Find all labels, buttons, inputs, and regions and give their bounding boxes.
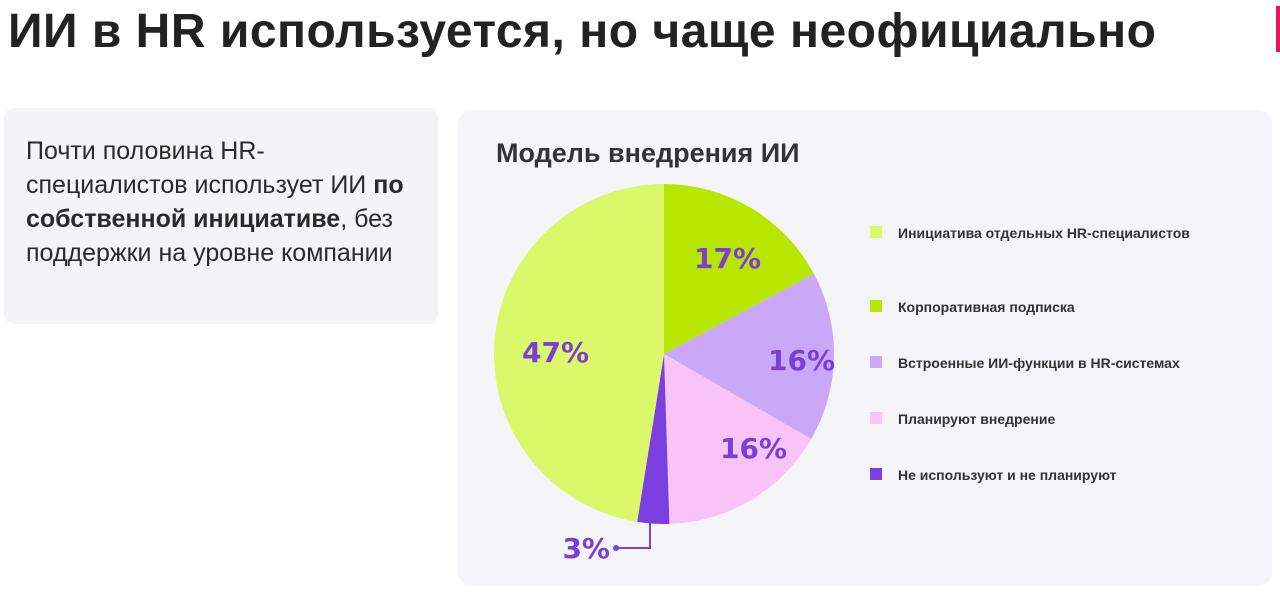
legend-item: Корпоративная подписка <box>870 297 1258 317</box>
legend-item: Планируют внедрение <box>870 409 1258 429</box>
slice-value-label: 17% <box>694 242 761 275</box>
pie-slice <box>664 354 812 524</box>
slice-value-label: 3% <box>562 532 610 565</box>
legend-swatch <box>870 226 882 238</box>
legend-swatch <box>870 468 882 480</box>
legend-label: Не используют и не планируют <box>898 467 1117 483</box>
legend-swatch <box>870 356 882 368</box>
corner-accent <box>1276 6 1280 52</box>
page-title: ИИ в HR используется, но чаще неофициаль… <box>8 5 1157 58</box>
slice-value-label: 16% <box>768 344 835 377</box>
legend-item: Инициатива отдельных HR-специалистов <box>870 223 1258 243</box>
legend-label: Корпоративная подписка <box>898 299 1075 315</box>
text-card-paragraph: Почти половина HR-специалистов используе… <box>26 134 418 270</box>
chart-card: Модель внедрения ИИ 17% 16% 16% 3% 47% Иници… <box>458 110 1272 586</box>
legend-label: Планируют внедрение <box>898 411 1056 427</box>
leader-line <box>618 518 651 549</box>
legend-swatch <box>870 412 882 424</box>
slice-value-label: 16% <box>720 432 787 465</box>
pie-slice <box>637 354 670 524</box>
pie-slice <box>664 273 834 439</box>
text-card-bold: по собственной инициативе <box>26 171 404 233</box>
pie-chart: 17% 16% 16% 3% 47% <box>493 184 835 565</box>
legend-label: Инициатива отдельных HR-специалистов <box>898 225 1190 241</box>
pie-slice <box>664 184 814 354</box>
slice-value-label: 47% <box>522 336 589 369</box>
text-card-part1: Почти половина HR-специалистов используе… <box>26 137 374 199</box>
chart-title: Модель внедрения ИИ <box>496 138 800 168</box>
pie-slice <box>493 184 664 522</box>
legend-item: Не используют и не планируют <box>870 465 1258 485</box>
text-card-part2: , без поддержки на уровне компании <box>26 205 393 267</box>
legend-label: Встроенные ИИ-функции в HR-системах <box>898 355 1180 371</box>
legend-item: Встроенные ИИ-функции в HR-системах <box>870 353 1258 373</box>
legend-swatch <box>870 300 882 312</box>
text-card: Почти половина HR-специалистов используе… <box>4 108 438 324</box>
leader-dot <box>613 545 619 551</box>
